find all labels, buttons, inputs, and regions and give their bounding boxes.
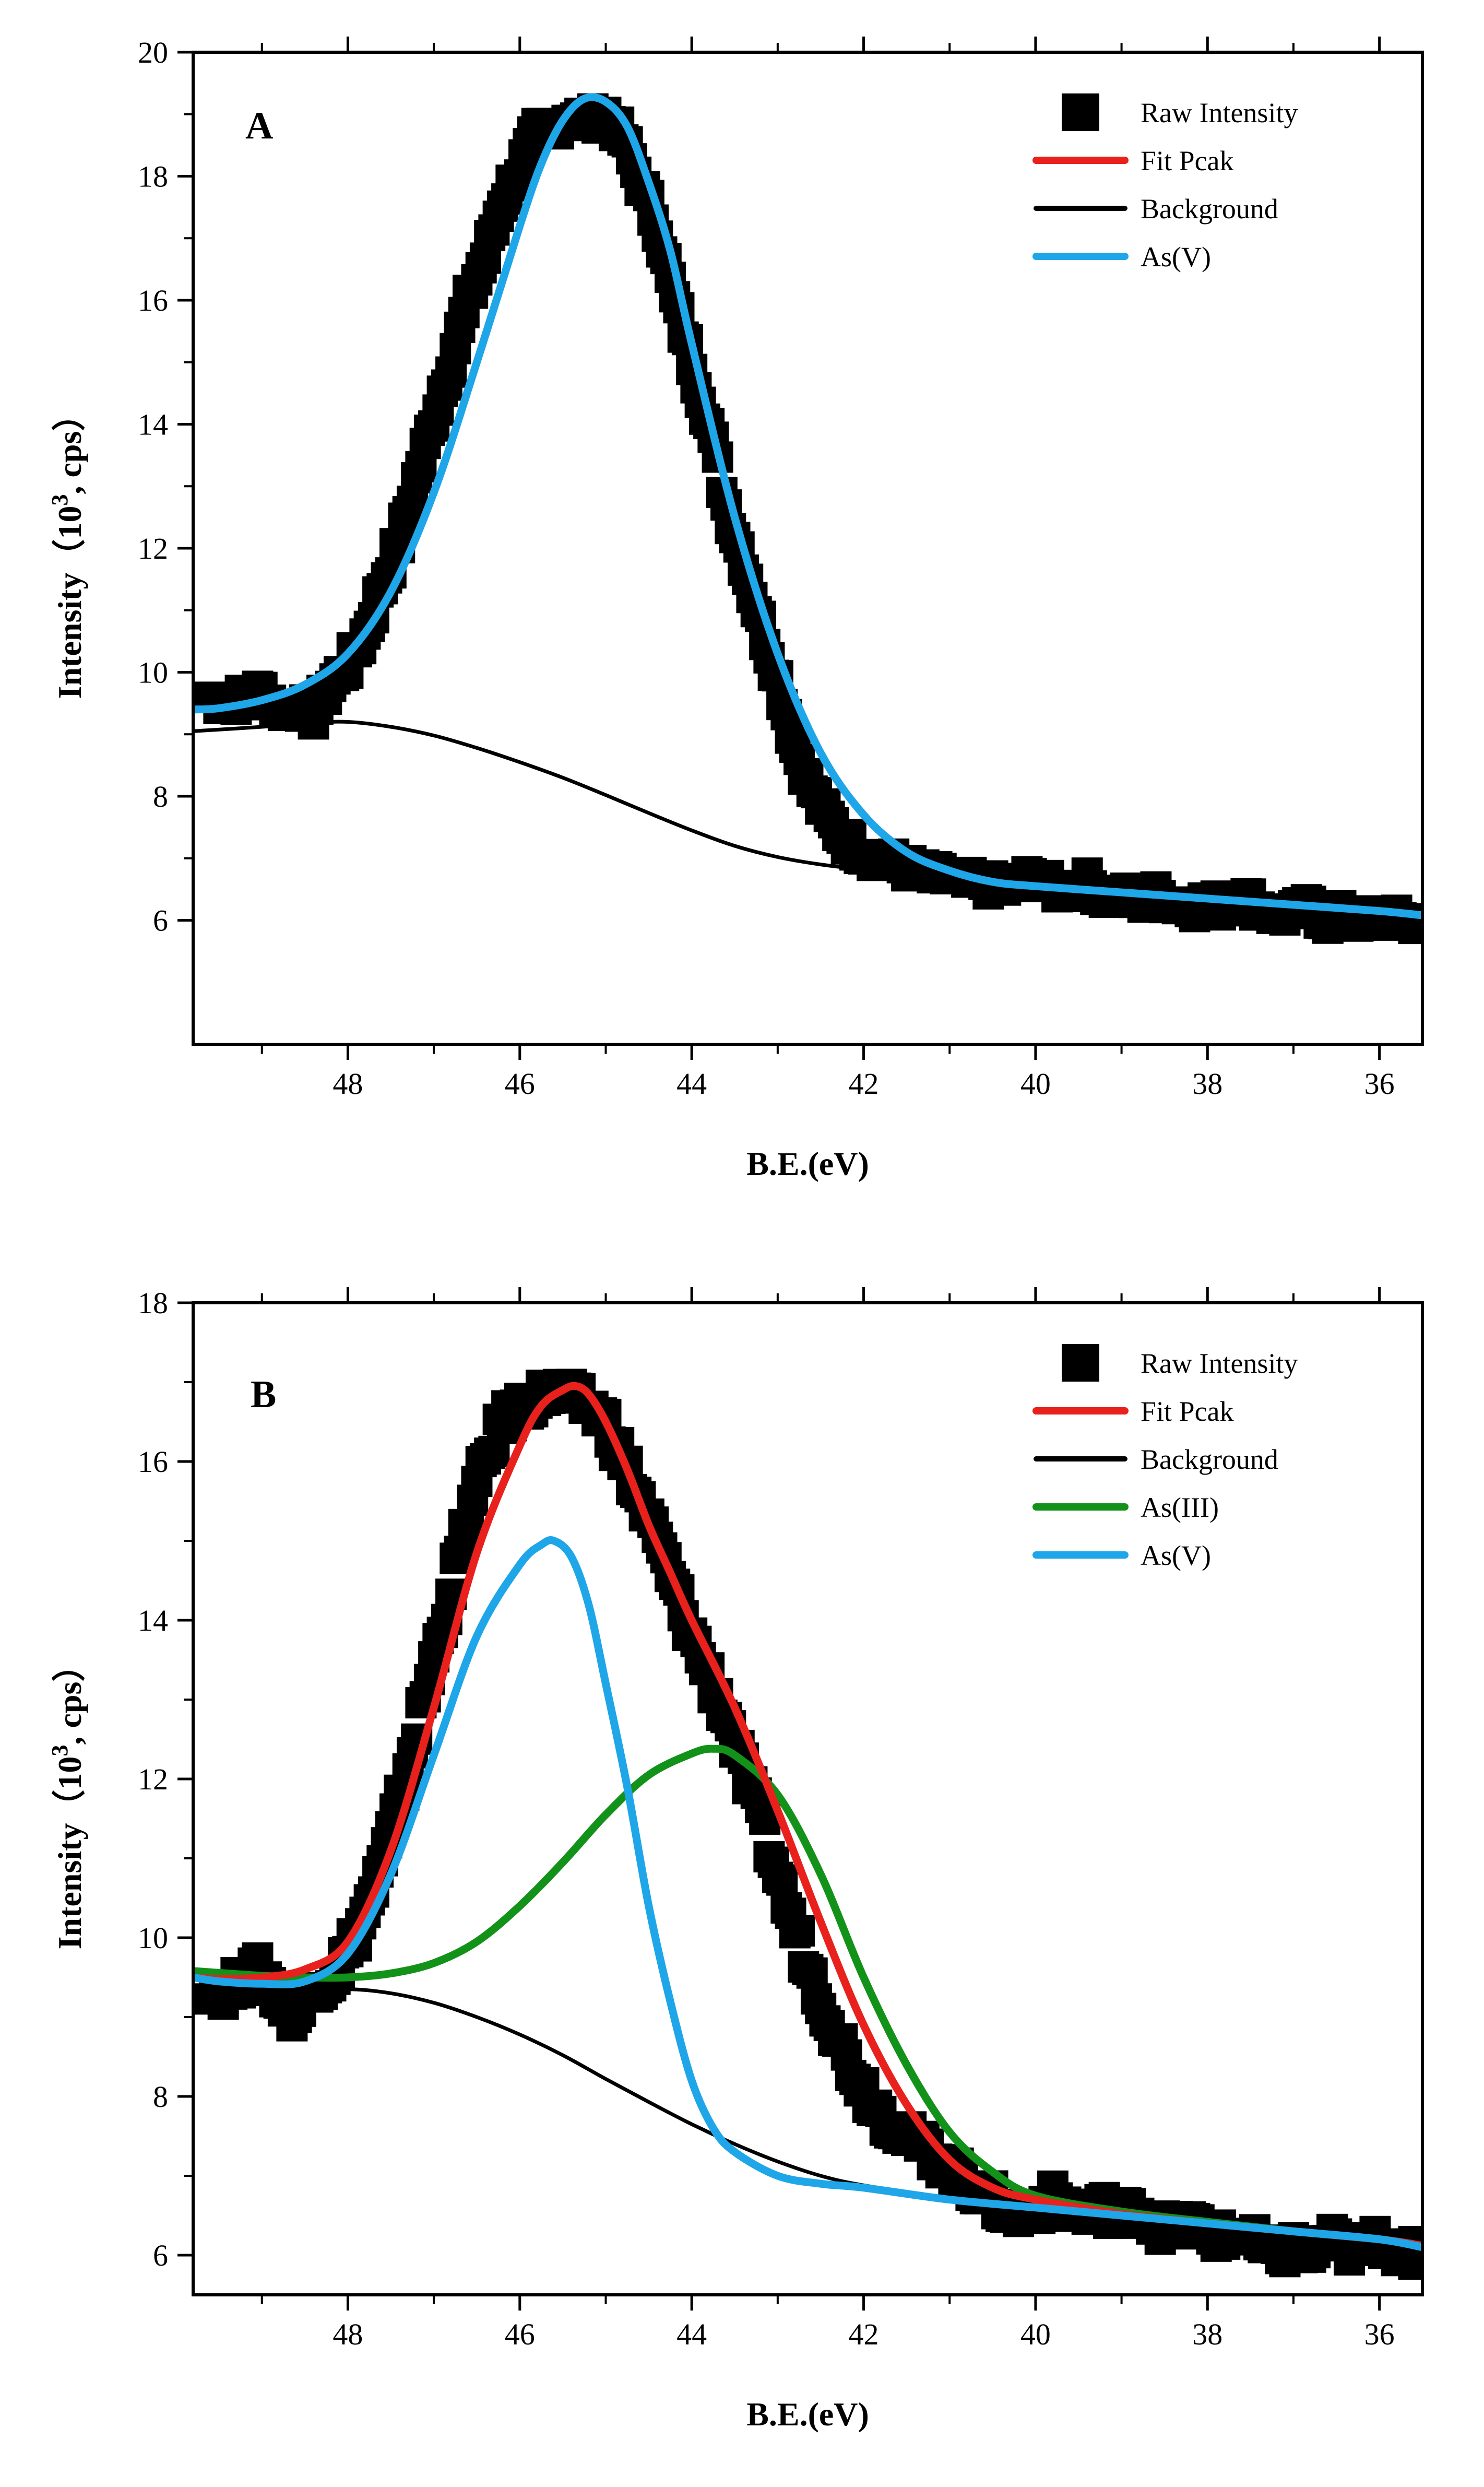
x-axis-label: B.E.(eV) — [746, 2396, 869, 2433]
y-tick-label: 18 — [138, 160, 168, 194]
legend-swatch — [1062, 1344, 1099, 1382]
legend-item: Fit Pcak — [1032, 145, 1234, 176]
legend-item: Fit Pcak — [1032, 1396, 1234, 1427]
y-tick-label: 18 — [138, 1286, 168, 1320]
y-tick-label: 6 — [153, 2238, 168, 2272]
y-tick-label: 8 — [153, 2080, 168, 2114]
x-axis-label: B.E.(eV) — [746, 1145, 869, 1182]
x-tick-label: 42 — [849, 1067, 879, 1101]
legend-item: Background — [1034, 1444, 1278, 1475]
y-axis-label: Intensity（103, cps） — [47, 398, 88, 699]
x-tick-label: 48 — [333, 2317, 363, 2351]
x-tick-label: 40 — [1020, 1067, 1051, 1101]
y-tick-label: 14 — [138, 1604, 168, 1637]
series-as-v — [193, 93, 1422, 920]
legend-item: Background — [1034, 193, 1278, 225]
y-tick-label: 6 — [153, 904, 168, 938]
legend-item: As(V) — [1032, 1540, 1211, 1571]
legend-label: Raw Intensity — [1141, 1348, 1298, 1379]
legend-swatch — [1062, 93, 1099, 131]
x-tick-label: 46 — [505, 2317, 535, 2351]
x-tick-label: 44 — [676, 1067, 707, 1101]
y-tick-label: 10 — [138, 656, 168, 690]
series-as-v — [193, 1536, 1422, 2252]
panel-label: B — [251, 1373, 276, 1416]
y-tick-label: 16 — [138, 284, 168, 317]
raw-intensity-point — [783, 1915, 815, 1947]
legend-item: Raw Intensity — [1062, 1344, 1298, 1382]
y-axis-label: Intensity（103, cps） — [47, 1648, 88, 1950]
y-tick-label: 10 — [138, 1921, 168, 1955]
y-tick-label: 12 — [138, 1762, 168, 1796]
raw-intensity-point — [1398, 2248, 1422, 2280]
x-tick-label: 36 — [1364, 2317, 1395, 2351]
y-tick-label: 16 — [138, 1445, 168, 1479]
legend-label: Fit Pcak — [1141, 1396, 1234, 1427]
y-tick-label: 14 — [138, 408, 168, 442]
x-tick-label: 38 — [1192, 2317, 1222, 2351]
legend: Raw Intensity Fit Pcak Background As(V) — [1032, 93, 1298, 273]
chart-panel-a: 48 46 44 42 40 38 36 6 8 10 12 14 16 18 20 A B.E.(eV) Int… — [47, 36, 1424, 1182]
x-tick-label: 42 — [849, 2317, 879, 2351]
plot-area — [193, 1369, 1422, 2280]
x-tick-label: 36 — [1364, 1067, 1395, 1101]
legend-label: As(III) — [1141, 1492, 1219, 1523]
legend-label: As(V) — [1141, 1540, 1211, 1571]
legend-label: Raw Intensity — [1141, 97, 1298, 128]
panel-label: A — [245, 104, 273, 147]
x-tick-label: 48 — [333, 1067, 363, 1101]
plot-area — [193, 93, 1422, 945]
plot-frame — [192, 51, 1424, 1046]
x-tick-label: 38 — [1192, 1067, 1222, 1101]
x-tick-label: 44 — [676, 2317, 707, 2351]
x-tick-label: 46 — [505, 1067, 535, 1101]
legend-item: As(III) — [1032, 1492, 1219, 1523]
y-tick-label: 12 — [138, 532, 168, 565]
raw-intensity-point — [766, 1864, 798, 1896]
legend-label: Background — [1141, 1444, 1278, 1475]
legend-label: Background — [1141, 193, 1278, 225]
x-tick-label: 40 — [1020, 2317, 1051, 2351]
series-fit-pcak — [193, 1382, 1422, 2250]
legend-label: As(V) — [1141, 241, 1211, 273]
y-tick-label: 8 — [153, 780, 168, 814]
plot-frame — [192, 1301, 1424, 2296]
chart-panel-b: 48 46 44 42 40 38 36 6 8 10 12 14 16 18 B B.E.(eV) Inten… — [47, 1286, 1424, 2433]
legend-item: Raw Intensity — [1062, 93, 1298, 131]
series-background — [193, 1987, 1422, 2248]
legend: Raw Intensity Fit Pcak Background As(III) As… — [1032, 1344, 1298, 1571]
legend-item: As(V) — [1032, 241, 1211, 273]
y-tick-label: 20 — [138, 36, 168, 69]
legend-label: Fit Pcak — [1141, 145, 1234, 176]
